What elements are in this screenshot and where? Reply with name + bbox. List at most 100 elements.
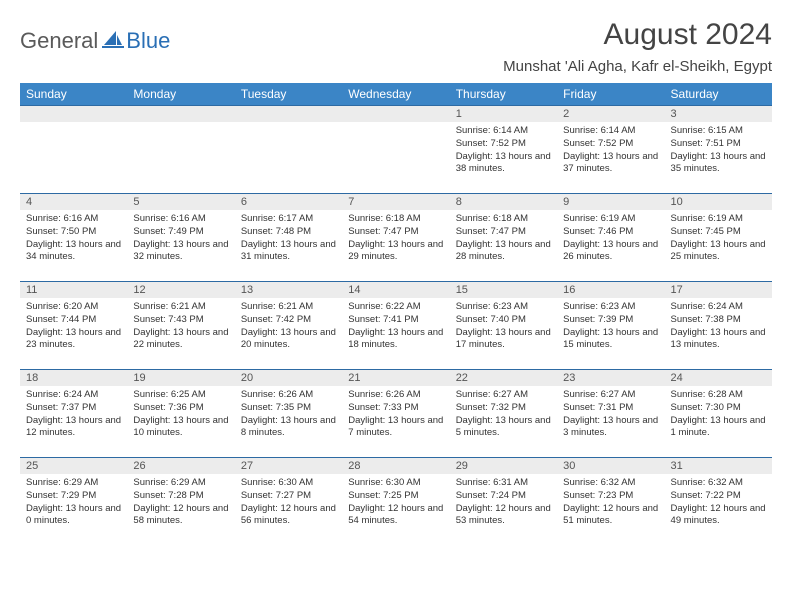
day-details: Sunrise: 6:23 AMSunset: 7:40 PMDaylight:… <box>450 298 557 356</box>
calendar-cell: 13Sunrise: 6:21 AMSunset: 7:42 PMDayligh… <box>235 282 342 370</box>
month-title: August 2024 <box>503 18 772 52</box>
sunset-text: Sunset: 7:49 PM <box>133 226 228 239</box>
day-number: 8 <box>450 194 557 210</box>
daylight-text: Daylight: 12 hours and 51 minutes. <box>563 503 658 529</box>
header: General Blue August 2024 Munshat 'Ali Ag… <box>20 18 772 75</box>
sunset-text: Sunset: 7:28 PM <box>133 490 228 503</box>
day-number: 1 <box>450 106 557 122</box>
day-details: Sunrise: 6:18 AMSunset: 7:47 PMDaylight:… <box>450 210 557 268</box>
daylight-text: Daylight: 13 hours and 7 minutes. <box>348 415 443 441</box>
daylight-text: Daylight: 13 hours and 5 minutes. <box>456 415 551 441</box>
title-block: August 2024 Munshat 'Ali Agha, Kafr el-S… <box>503 18 772 75</box>
sunset-text: Sunset: 7:22 PM <box>671 490 766 503</box>
sunrise-text: Sunrise: 6:29 AM <box>133 477 228 490</box>
calendar-row: 4Sunrise: 6:16 AMSunset: 7:50 PMDaylight… <box>20 194 772 282</box>
day-details: Sunrise: 6:15 AMSunset: 7:51 PMDaylight:… <box>665 122 772 180</box>
sunrise-text: Sunrise: 6:15 AM <box>671 125 766 138</box>
sunset-text: Sunset: 7:33 PM <box>348 402 443 415</box>
sunrise-text: Sunrise: 6:28 AM <box>671 389 766 402</box>
calendar-cell: 20Sunrise: 6:26 AMSunset: 7:35 PMDayligh… <box>235 370 342 458</box>
calendar-cell: 10Sunrise: 6:19 AMSunset: 7:45 PMDayligh… <box>665 194 772 282</box>
sunrise-text: Sunrise: 6:18 AM <box>456 213 551 226</box>
daylight-text: Daylight: 13 hours and 32 minutes. <box>133 239 228 265</box>
calendar-cell: 11Sunrise: 6:20 AMSunset: 7:44 PMDayligh… <box>20 282 127 370</box>
day-number: 15 <box>450 282 557 298</box>
logo-text-general: General <box>20 28 98 54</box>
logo-text-blue: Blue <box>126 28 170 54</box>
calendar-cell: 15Sunrise: 6:23 AMSunset: 7:40 PMDayligh… <box>450 282 557 370</box>
daylight-text: Daylight: 12 hours and 56 minutes. <box>241 503 336 529</box>
calendar-cell: 9Sunrise: 6:19 AMSunset: 7:46 PMDaylight… <box>557 194 664 282</box>
sunrise-text: Sunrise: 6:17 AM <box>241 213 336 226</box>
sunset-text: Sunset: 7:41 PM <box>348 314 443 327</box>
logo-sail-icon <box>102 29 124 54</box>
calendar-cell: 5Sunrise: 6:16 AMSunset: 7:49 PMDaylight… <box>127 194 234 282</box>
calendar-cell: 23Sunrise: 6:27 AMSunset: 7:31 PMDayligh… <box>557 370 664 458</box>
daylight-text: Daylight: 13 hours and 34 minutes. <box>26 239 121 265</box>
calendar-cell: 12Sunrise: 6:21 AMSunset: 7:43 PMDayligh… <box>127 282 234 370</box>
day-details: Sunrise: 6:29 AMSunset: 7:29 PMDaylight:… <box>20 474 127 532</box>
daylight-text: Daylight: 13 hours and 13 minutes. <box>671 327 766 353</box>
calendar-cell: 22Sunrise: 6:27 AMSunset: 7:32 PMDayligh… <box>450 370 557 458</box>
day-number: 17 <box>665 282 772 298</box>
daylight-text: Daylight: 13 hours and 22 minutes. <box>133 327 228 353</box>
sunset-text: Sunset: 7:47 PM <box>348 226 443 239</box>
day-details: Sunrise: 6:16 AMSunset: 7:50 PMDaylight:… <box>20 210 127 268</box>
day-number: 30 <box>557 458 664 474</box>
calendar-cell: 31Sunrise: 6:32 AMSunset: 7:22 PMDayligh… <box>665 458 772 546</box>
day-details <box>20 122 127 129</box>
calendar-cell: 4Sunrise: 6:16 AMSunset: 7:50 PMDaylight… <box>20 194 127 282</box>
calendar-cell: 28Sunrise: 6:30 AMSunset: 7:25 PMDayligh… <box>342 458 449 546</box>
calendar-cell: 16Sunrise: 6:23 AMSunset: 7:39 PMDayligh… <box>557 282 664 370</box>
day-details: Sunrise: 6:28 AMSunset: 7:30 PMDaylight:… <box>665 386 772 444</box>
sunrise-text: Sunrise: 6:14 AM <box>456 125 551 138</box>
day-details <box>235 122 342 129</box>
daylight-text: Daylight: 13 hours and 23 minutes. <box>26 327 121 353</box>
calendar-cell: 19Sunrise: 6:25 AMSunset: 7:36 PMDayligh… <box>127 370 234 458</box>
sunset-text: Sunset: 7:52 PM <box>456 138 551 151</box>
day-details: Sunrise: 6:24 AMSunset: 7:37 PMDaylight:… <box>20 386 127 444</box>
logo: General Blue <box>20 28 170 54</box>
daylight-text: Daylight: 13 hours and 0 minutes. <box>26 503 121 529</box>
day-details: Sunrise: 6:16 AMSunset: 7:49 PMDaylight:… <box>127 210 234 268</box>
calendar-cell: 7Sunrise: 6:18 AMSunset: 7:47 PMDaylight… <box>342 194 449 282</box>
sunset-text: Sunset: 7:52 PM <box>563 138 658 151</box>
day-number: 10 <box>665 194 772 210</box>
sunset-text: Sunset: 7:51 PM <box>671 138 766 151</box>
day-details: Sunrise: 6:26 AMSunset: 7:35 PMDaylight:… <box>235 386 342 444</box>
sunrise-text: Sunrise: 6:18 AM <box>348 213 443 226</box>
day-details: Sunrise: 6:23 AMSunset: 7:39 PMDaylight:… <box>557 298 664 356</box>
sunset-text: Sunset: 7:46 PM <box>563 226 658 239</box>
sunrise-text: Sunrise: 6:19 AM <box>563 213 658 226</box>
sunset-text: Sunset: 7:29 PM <box>26 490 121 503</box>
calendar-cell: 18Sunrise: 6:24 AMSunset: 7:37 PMDayligh… <box>20 370 127 458</box>
day-details: Sunrise: 6:17 AMSunset: 7:48 PMDaylight:… <box>235 210 342 268</box>
day-details: Sunrise: 6:25 AMSunset: 7:36 PMDaylight:… <box>127 386 234 444</box>
sunrise-text: Sunrise: 6:30 AM <box>348 477 443 490</box>
weekday-header: Monday <box>127 83 234 106</box>
sunset-text: Sunset: 7:42 PM <box>241 314 336 327</box>
sunrise-text: Sunrise: 6:25 AM <box>133 389 228 402</box>
sunset-text: Sunset: 7:35 PM <box>241 402 336 415</box>
day-details: Sunrise: 6:19 AMSunset: 7:45 PMDaylight:… <box>665 210 772 268</box>
calendar-cell <box>20 106 127 194</box>
day-number: 24 <box>665 370 772 386</box>
day-number: 3 <box>665 106 772 122</box>
day-number: 31 <box>665 458 772 474</box>
daylight-text: Daylight: 13 hours and 12 minutes. <box>26 415 121 441</box>
sunrise-text: Sunrise: 6:26 AM <box>348 389 443 402</box>
sunrise-text: Sunrise: 6:23 AM <box>456 301 551 314</box>
day-number: 11 <box>20 282 127 298</box>
sunrise-text: Sunrise: 6:31 AM <box>456 477 551 490</box>
day-details: Sunrise: 6:31 AMSunset: 7:24 PMDaylight:… <box>450 474 557 532</box>
sunrise-text: Sunrise: 6:16 AM <box>133 213 228 226</box>
sunrise-text: Sunrise: 6:22 AM <box>348 301 443 314</box>
day-details: Sunrise: 6:26 AMSunset: 7:33 PMDaylight:… <box>342 386 449 444</box>
sunrise-text: Sunrise: 6:19 AM <box>671 213 766 226</box>
daylight-text: Daylight: 13 hours and 31 minutes. <box>241 239 336 265</box>
calendar-cell: 6Sunrise: 6:17 AMSunset: 7:48 PMDaylight… <box>235 194 342 282</box>
calendar-cell <box>235 106 342 194</box>
day-details: Sunrise: 6:20 AMSunset: 7:44 PMDaylight:… <box>20 298 127 356</box>
day-number <box>127 106 234 122</box>
day-details: Sunrise: 6:32 AMSunset: 7:23 PMDaylight:… <box>557 474 664 532</box>
